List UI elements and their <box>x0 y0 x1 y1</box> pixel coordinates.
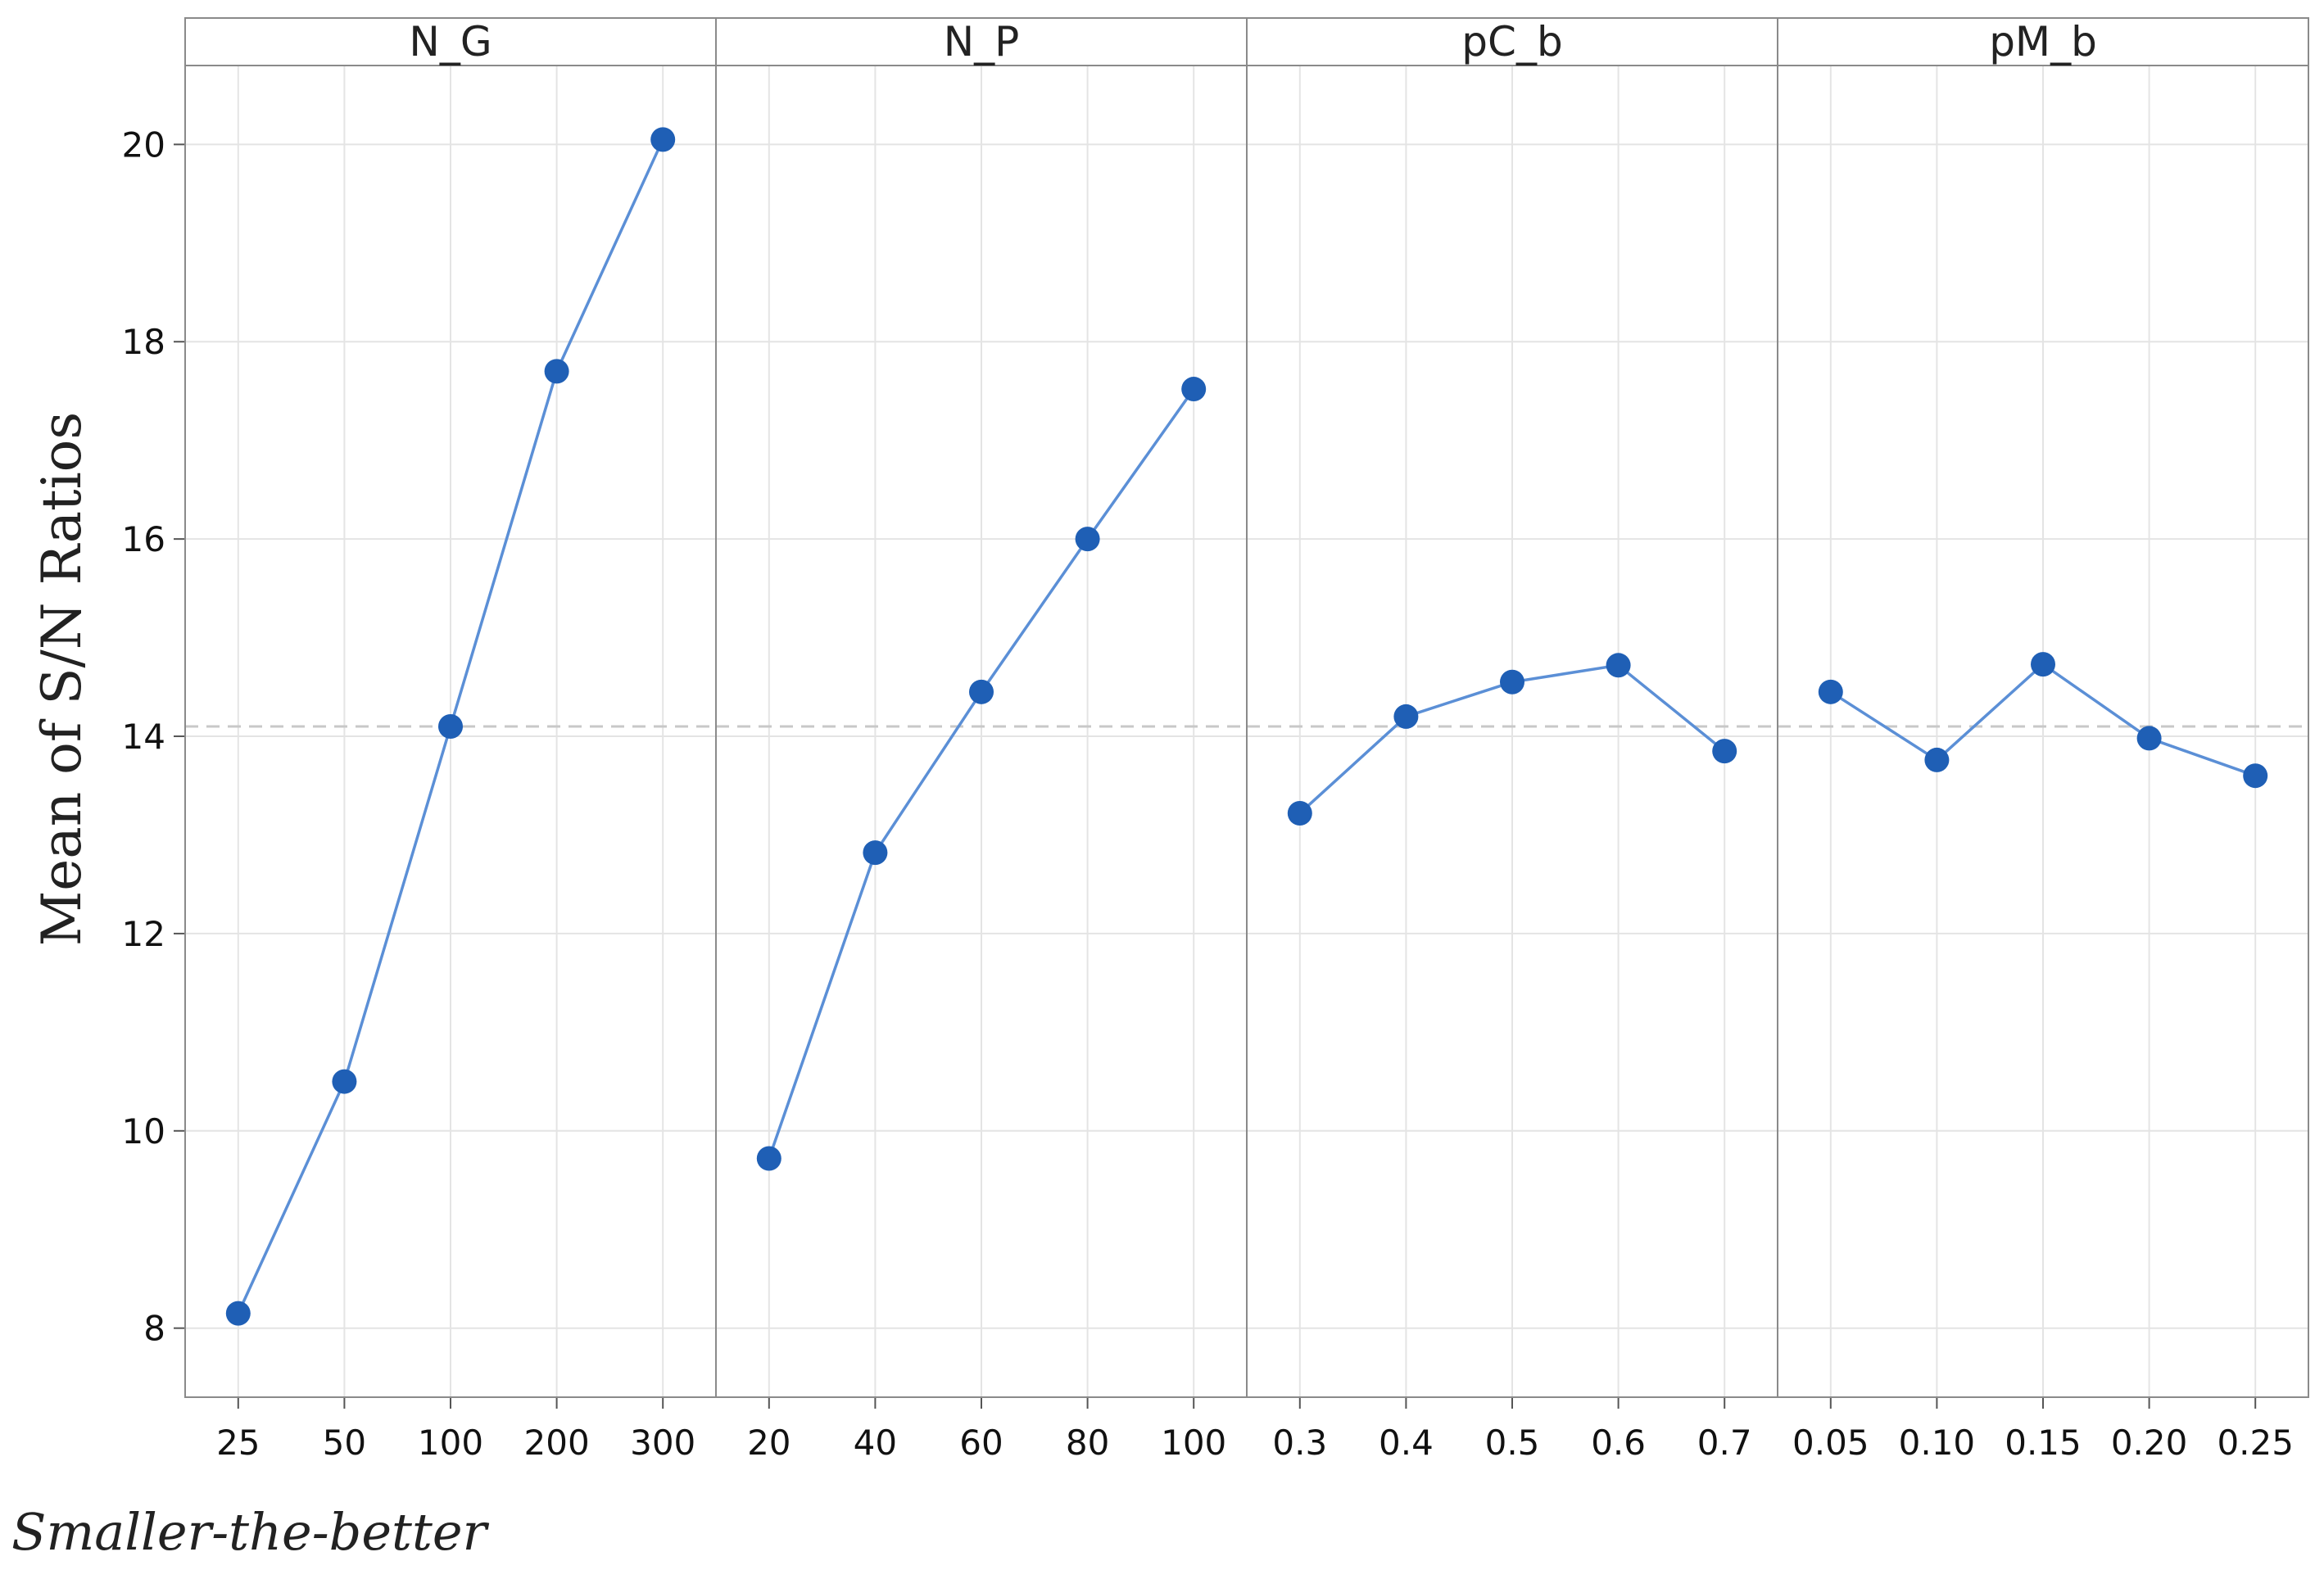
data-point <box>1818 679 1843 704</box>
data-point <box>1393 704 1419 729</box>
data-point <box>332 1069 357 1094</box>
data-point <box>1712 739 1737 764</box>
x-tick-label: 0.05 <box>1792 1423 1869 1463</box>
panel-title: pM_b <box>1989 18 2097 66</box>
panel-title: pC_b <box>1461 18 1562 66</box>
x-tick-label: 20 <box>747 1423 791 1463</box>
data-point <box>1287 800 1312 826</box>
x-tick-label: 0.25 <box>2217 1423 2294 1463</box>
plot-border <box>184 17 2309 1398</box>
x-tick-label: 0.7 <box>1697 1423 1752 1463</box>
x-tick-label: 0.5 <box>1485 1423 1540 1463</box>
y-tick-label: 8 <box>143 1309 165 1349</box>
x-tick-label: 0.10 <box>1899 1423 1976 1463</box>
data-point <box>1181 377 1207 402</box>
y-tick-label: 20 <box>122 124 165 165</box>
data-point <box>2243 763 2268 789</box>
data-point <box>1075 527 1100 552</box>
x-tick-label: 0.6 <box>1591 1423 1646 1463</box>
data-point <box>1500 669 1524 695</box>
x-tick-label: 0.4 <box>1379 1423 1434 1463</box>
data-point <box>969 679 994 704</box>
panel-title: N_G <box>409 18 492 66</box>
x-tick-label: 50 <box>323 1423 366 1463</box>
x-tick-label: 40 <box>854 1423 897 1463</box>
data-point <box>1606 653 1631 678</box>
x-tick-label: 0.20 <box>2111 1423 2188 1463</box>
panel-title: N_P <box>944 18 1020 66</box>
data-point <box>544 359 569 384</box>
x-tick-label: 0.15 <box>2005 1423 2082 1463</box>
data-layer <box>225 127 2268 1326</box>
data-point <box>2136 726 2162 751</box>
data-point <box>650 127 676 152</box>
x-tick-label: 100 <box>1161 1423 1226 1463</box>
x-tick-label: 25 <box>216 1423 260 1463</box>
y-tick-label: 18 <box>122 322 165 362</box>
x-tick-label: 60 <box>959 1423 1003 1463</box>
footnote: Smaller-the-better <box>11 1502 490 1562</box>
y-axis-label: Mean of S/N Ratios <box>30 412 93 947</box>
data-point <box>438 713 463 739</box>
data-point <box>225 1301 251 1326</box>
label-layer: 8 10 12 14 16 18 20 25 50 100 200 300 N_G 20 40 60 80 100… <box>122 18 2294 1463</box>
y-tick-label: 12 <box>122 914 165 954</box>
y-tick-label: 16 <box>122 519 165 559</box>
y-tick-label: 14 <box>122 717 165 757</box>
x-tick-label: 100 <box>418 1423 483 1463</box>
plot-frame <box>174 17 2309 1409</box>
data-point <box>2031 652 2055 677</box>
x-tick-label: 80 <box>1066 1423 1109 1463</box>
y-tick-label: 10 <box>122 1111 165 1151</box>
data-point <box>1924 747 1950 772</box>
x-tick-label: 200 <box>524 1423 590 1463</box>
x-tick-label: 300 <box>630 1423 695 1463</box>
data-point <box>863 840 888 866</box>
x-tick-label: 0.3 <box>1272 1423 1327 1463</box>
data-point <box>756 1146 781 1171</box>
